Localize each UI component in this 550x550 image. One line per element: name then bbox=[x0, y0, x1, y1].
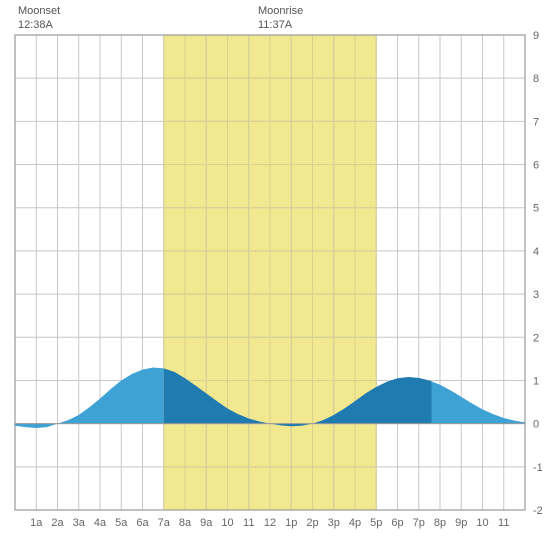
svg-text:6: 6 bbox=[533, 160, 539, 172]
svg-text:-1: -1 bbox=[533, 462, 543, 474]
tide-chart: Moonset 12:38A Moonrise 11:37A -2-101234… bbox=[0, 0, 550, 550]
svg-text:9a: 9a bbox=[200, 517, 213, 529]
svg-text:3p: 3p bbox=[328, 517, 340, 529]
svg-text:4p: 4p bbox=[349, 517, 361, 529]
svg-text:10: 10 bbox=[221, 517, 233, 529]
svg-text:4: 4 bbox=[533, 246, 539, 258]
svg-text:6p: 6p bbox=[391, 517, 403, 529]
svg-text:5: 5 bbox=[533, 203, 539, 215]
moonset-time: 12:38A bbox=[18, 18, 60, 32]
svg-text:2: 2 bbox=[533, 332, 539, 344]
svg-text:0: 0 bbox=[533, 419, 539, 431]
svg-text:3: 3 bbox=[533, 289, 539, 301]
svg-text:3a: 3a bbox=[73, 517, 86, 529]
svg-text:7: 7 bbox=[533, 116, 539, 128]
svg-text:7a: 7a bbox=[158, 517, 171, 529]
svg-text:8a: 8a bbox=[179, 517, 192, 529]
svg-text:5a: 5a bbox=[115, 517, 128, 529]
svg-text:8p: 8p bbox=[434, 517, 446, 529]
svg-text:12: 12 bbox=[264, 517, 276, 529]
svg-text:9: 9 bbox=[533, 30, 539, 42]
svg-text:2a: 2a bbox=[51, 517, 64, 529]
svg-text:-2: -2 bbox=[533, 505, 543, 517]
svg-text:11: 11 bbox=[498, 517, 509, 529]
svg-text:1a: 1a bbox=[30, 517, 43, 529]
svg-text:5p: 5p bbox=[370, 517, 382, 529]
moonrise-time: 11:37A bbox=[258, 18, 303, 32]
svg-text:2p: 2p bbox=[306, 517, 318, 529]
moonset-label: Moonset 12:38A bbox=[18, 4, 60, 33]
svg-text:7p: 7p bbox=[413, 517, 425, 529]
svg-text:1p: 1p bbox=[285, 517, 297, 529]
svg-text:11: 11 bbox=[243, 517, 254, 529]
svg-text:10: 10 bbox=[476, 517, 488, 529]
moonrise-title: Moonrise bbox=[258, 4, 303, 18]
svg-text:6a: 6a bbox=[136, 517, 149, 529]
moonset-title: Moonset bbox=[18, 4, 60, 18]
svg-text:9p: 9p bbox=[455, 517, 467, 529]
moonrise-label: Moonrise 11:37A bbox=[258, 4, 303, 33]
chart-svg: -2-101234567891a2a3a4a5a6a7a8a9a1011121p… bbox=[0, 0, 550, 550]
svg-text:4a: 4a bbox=[94, 517, 107, 529]
svg-text:1: 1 bbox=[533, 375, 539, 387]
svg-text:8: 8 bbox=[533, 73, 539, 85]
